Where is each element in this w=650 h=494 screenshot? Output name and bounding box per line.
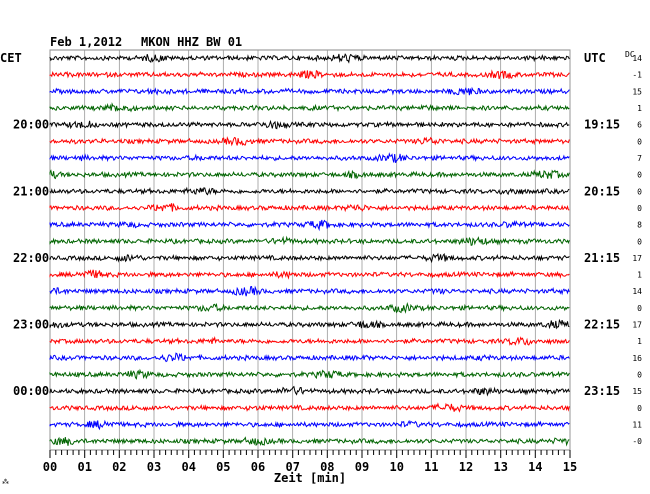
- dc-offset-label: 15: [632, 87, 642, 96]
- x-tick-label: 09: [355, 460, 369, 474]
- right-time-label: 21:15: [584, 251, 620, 265]
- trace-23: [49, 436, 570, 447]
- trace-22: [49, 419, 570, 431]
- trace-16: [49, 318, 570, 330]
- dc-offset-label: 0: [637, 371, 642, 380]
- dc-offset-label: 17: [632, 321, 642, 330]
- x-tick-label: 06: [251, 460, 265, 474]
- trace-19: [49, 368, 570, 380]
- x-tick-label: 07: [285, 460, 299, 474]
- trace-7: [49, 169, 570, 180]
- chart-date: Feb 1,2012: [50, 35, 122, 49]
- dc-offset-label: -1: [632, 71, 642, 80]
- trace-15: [49, 301, 570, 314]
- plot-grid: [49, 49, 571, 451]
- dc-offset-label: 0: [637, 304, 642, 313]
- trace-6: [49, 152, 570, 163]
- dc-offset-label: 0: [637, 137, 642, 146]
- x-tick-label: 04: [181, 460, 195, 474]
- dc-offset-label: 11: [632, 421, 642, 430]
- left-time-label: 00:00: [13, 384, 49, 398]
- x-tick-label: 05: [216, 460, 230, 474]
- x-tick-label: 11: [424, 460, 438, 474]
- label-group: 20:00 21:00 22:00 23:00 00:00 UTC 19:15 20:15 21…: [13, 51, 642, 446]
- dc-offset-label: 17: [632, 254, 642, 263]
- left-time-label: 23:00: [13, 318, 49, 332]
- x-tick-label: 03: [147, 460, 161, 474]
- dc-offset-label: 7: [637, 154, 642, 163]
- right-time-label: 20:15: [584, 184, 620, 198]
- dc-offset-label: 0: [637, 404, 642, 413]
- trace-14: [49, 285, 570, 297]
- right-time-label: 19:15: [584, 118, 620, 132]
- x-tick-label: 00: [43, 460, 57, 474]
- x-tick-label: 10: [389, 460, 403, 474]
- left-time-label: 21:00: [13, 184, 49, 198]
- trace-17: [49, 335, 570, 346]
- dc-offset-label: 16: [632, 354, 642, 363]
- x-tick-label: 08: [320, 460, 334, 474]
- corner-mark: ⁂: [2, 478, 9, 486]
- x-tick-label: 14: [528, 460, 542, 474]
- dc-offset-label: 14: [632, 287, 642, 296]
- dc-offset-label: 6: [637, 121, 642, 130]
- trace-10: [49, 219, 570, 232]
- dc-offset-label: 8: [637, 221, 642, 230]
- x-tick-label: 01: [77, 460, 91, 474]
- trace-21: [49, 402, 570, 413]
- trace-3: [49, 102, 570, 113]
- trace-20: [49, 385, 570, 397]
- left-timezone-label: CET: [0, 51, 22, 65]
- dc-offset-label: 0: [637, 237, 642, 246]
- right-time-label: UTC: [584, 51, 606, 65]
- trace-4: [49, 119, 570, 130]
- dc-offset-label: 0: [637, 171, 642, 180]
- x-tick-label: 12: [459, 460, 473, 474]
- left-time-label: 22:00: [13, 251, 49, 265]
- dc-offset-label: 15: [632, 387, 642, 396]
- x-axis-label: Zeit [min]: [274, 471, 346, 485]
- dc-offset-label: 0: [637, 187, 642, 196]
- dc-offset-label: -0: [632, 437, 642, 446]
- trace-0: [49, 53, 570, 64]
- trace-12: [49, 252, 570, 264]
- dc-label: DC: [625, 50, 635, 59]
- trace-2: [49, 86, 570, 96]
- trace-1: [49, 69, 570, 80]
- x-tick-label: 15: [563, 460, 577, 474]
- right-time-label: 23:15: [584, 384, 620, 398]
- left-time-label: 20:00: [13, 118, 49, 132]
- dc-offset-label: 14: [632, 54, 642, 63]
- dc-offset-label: 1: [637, 104, 642, 113]
- x-axis: 00 01 02 03 04 05 06 07 08 09 10 11 12 13 14 15: [43, 450, 577, 474]
- trace-18: [49, 352, 570, 363]
- x-tick-label: 02: [112, 460, 126, 474]
- trace-8: [49, 186, 570, 196]
- trace-9: [49, 203, 570, 213]
- trace-group: [49, 53, 570, 447]
- dc-offset-label: 1: [637, 271, 642, 280]
- dc-offset-label: 0: [637, 204, 642, 213]
- right-time-label: 22:15: [584, 318, 620, 332]
- chart-station: MKON HHZ BW 01: [141, 35, 242, 49]
- trace-5: [49, 136, 570, 147]
- trace-13: [49, 269, 570, 280]
- trace-11: [49, 235, 570, 246]
- x-tick-label: 13: [493, 460, 507, 474]
- dc-offset-label: 1: [637, 337, 642, 346]
